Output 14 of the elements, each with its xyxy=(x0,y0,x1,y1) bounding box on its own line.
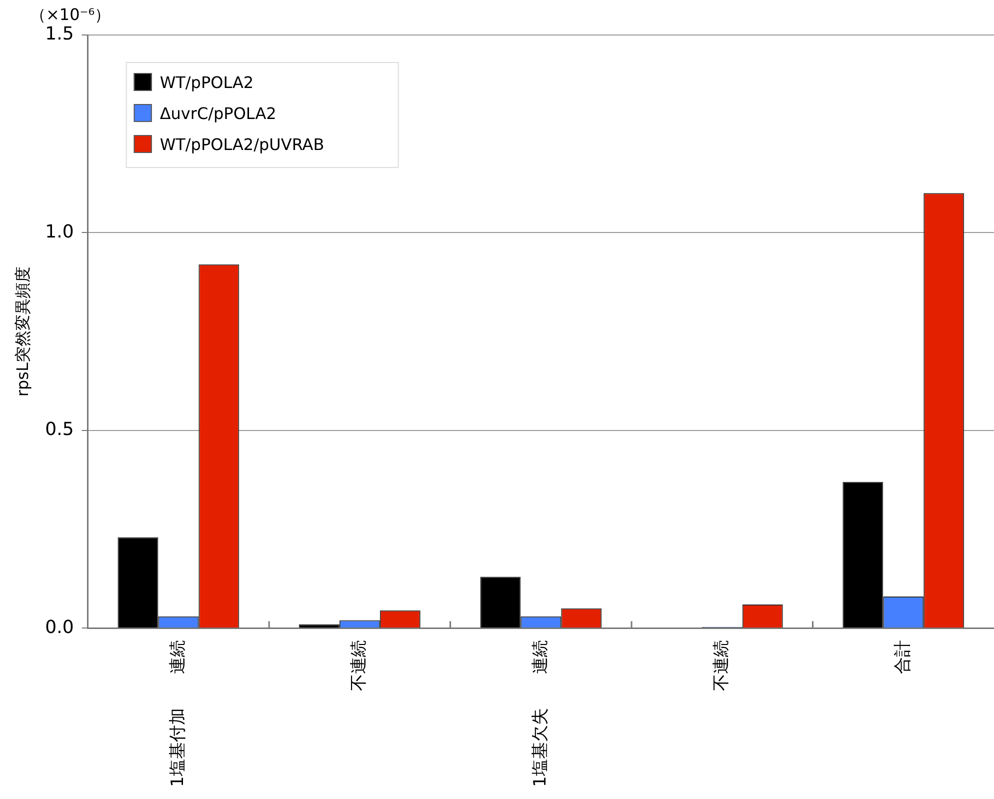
y-axis-title: rpsL突然変異頻度 xyxy=(12,266,32,397)
y-tick-label: 1.0 xyxy=(45,221,74,242)
text: （×10⁻⁶） xyxy=(30,5,111,24)
x-tick-label: 1塩基欠失 連続 xyxy=(530,640,550,788)
x-tick-label: 合計 xyxy=(892,640,913,674)
x-tick-label: 不連続 xyxy=(712,640,732,692)
x-tick-label: 不連続 xyxy=(349,640,370,692)
x-tick-label: 1塩基付加 連続 xyxy=(168,640,188,788)
y-tick-label: 0.5 xyxy=(45,419,74,440)
legend-label: WT/pPOLA2/pUVRAB xyxy=(160,135,324,154)
y-tick-label: 1.5 xyxy=(45,24,74,45)
y-tick-label: 0.0 xyxy=(45,616,74,638)
legend-label: ΔuvrC/pPOLA2 xyxy=(160,104,276,124)
legend-label: WT/pPOLA2 xyxy=(160,73,254,92)
